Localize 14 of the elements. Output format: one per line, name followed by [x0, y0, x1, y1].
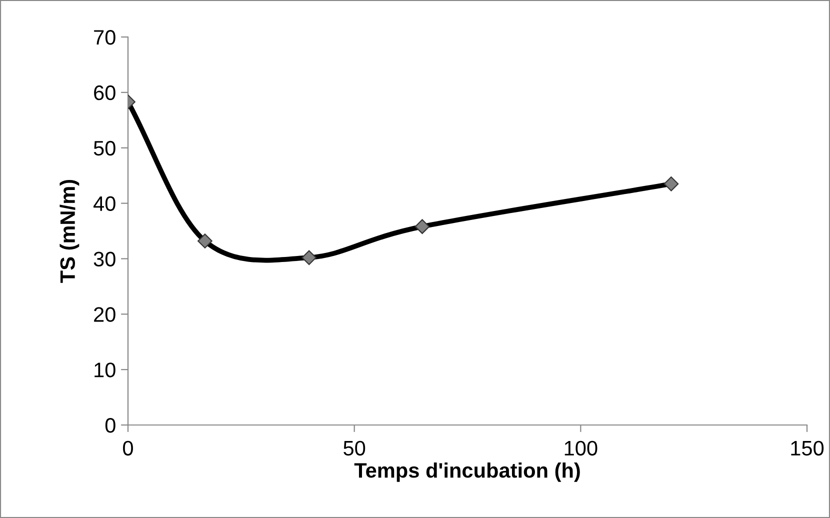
x-tick-label: 150: [791, 440, 824, 456]
y-tick-label: 60: [94, 85, 116, 100]
x-tick-label: 100: [564, 440, 598, 456]
y-tick-label: 0: [105, 418, 116, 433]
y-tick-label: 40: [94, 196, 116, 212]
y-tick-label: 30: [94, 252, 116, 266]
y-axis-title: TS (mN/m): [60, 180, 80, 283]
y-tick-label: 20: [94, 307, 116, 322]
x-axis-title: Temps d'incubation (h): [354, 462, 580, 482]
x-tick-label: 0: [123, 440, 133, 456]
y-tick-label: 70: [94, 30, 116, 45]
x-tick-label: 50: [344, 440, 366, 456]
y-tick-label: 10: [94, 362, 116, 378]
y-tick-label: 50: [94, 140, 116, 156]
